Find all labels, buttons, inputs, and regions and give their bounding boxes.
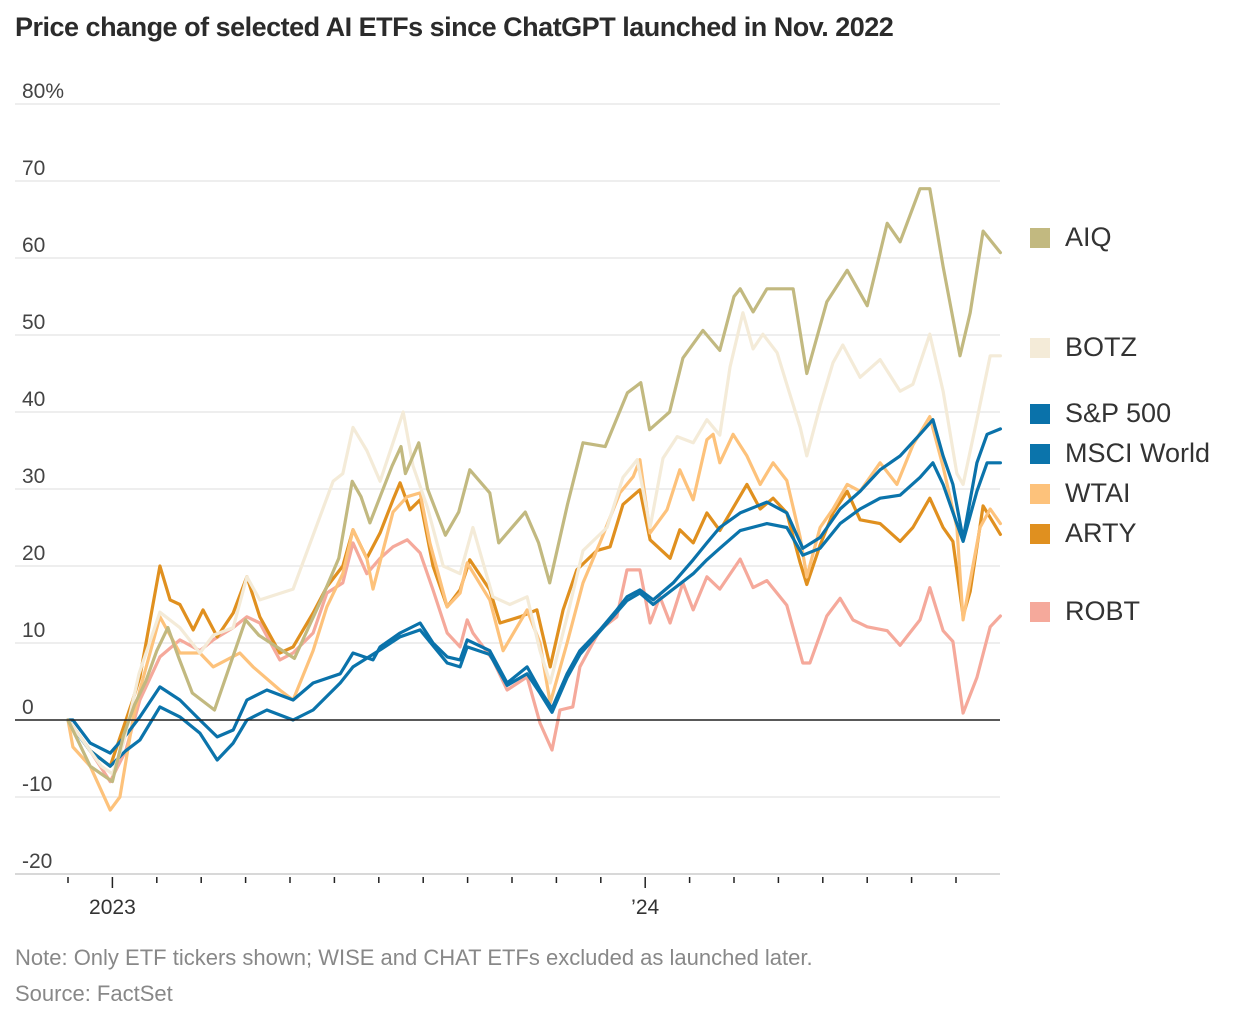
series-lines <box>66 187 1003 812</box>
y-tick-label: 70 <box>22 157 45 180</box>
y-tick-label: 60 <box>22 234 45 257</box>
legend-label: ARTY <box>1065 518 1137 548</box>
series-line-arty <box>66 481 1003 768</box>
legend-label: AIQ <box>1065 222 1112 252</box>
legend-label: MSCI World <box>1065 438 1211 468</box>
gridlines <box>15 103 1000 875</box>
legend-item-sp500: S&P 500 <box>1030 398 1171 429</box>
series-line-aiq <box>66 187 1003 784</box>
series-line-s-p-500 <box>66 418 1003 755</box>
chart-title: Price change of selected AI ETFs since C… <box>15 12 894 42</box>
chart-source: Source: FactSet <box>15 981 173 1006</box>
y-tick-label: 10 <box>22 619 45 642</box>
y-tick-label: 80% <box>22 80 64 103</box>
y-tick-label: 30 <box>22 465 45 488</box>
legend-swatch <box>1030 227 1050 248</box>
x-tick-label: 2023 <box>89 896 136 919</box>
legend-item-arty: ARTY <box>1030 518 1137 549</box>
y-tick-label: -20 <box>22 850 52 873</box>
legend-swatch <box>1030 403 1050 424</box>
legend-swatch <box>1030 483 1050 504</box>
series-line-wtai <box>66 415 1003 812</box>
legend-swatch <box>1030 601 1050 622</box>
legend-swatch <box>1030 523 1050 544</box>
legend-item-robt: ROBT <box>1030 596 1140 627</box>
legend-label: S&P 500 <box>1065 398 1172 428</box>
y-axis-tick-labels: 80% 70 60 50 40 30 20 10 0 -10 -20 <box>22 80 64 873</box>
y-tick-label: -10 <box>22 773 52 796</box>
legend-item-msci-world: MSCI World <box>1030 438 1210 469</box>
series-line-robt <box>66 538 1003 784</box>
legend-swatch <box>1030 443 1050 464</box>
legend-item-botz: BOTZ <box>1030 332 1137 363</box>
chart-note: Note: Only ETF tickers shown; WISE and C… <box>15 945 813 970</box>
y-tick-label: 20 <box>22 542 45 565</box>
x-axis: 2023 ’24 <box>67 877 957 919</box>
legend-swatch <box>1030 337 1050 358</box>
legend-label: ROBT <box>1065 596 1141 626</box>
x-tick-label: ’24 <box>631 896 659 919</box>
y-tick-label: 0 <box>22 696 34 719</box>
legend-item-wtai: WTAI <box>1030 478 1130 509</box>
series-line-botz <box>66 311 1003 776</box>
y-tick-label: 40 <box>22 388 45 411</box>
legend-label: WTAI <box>1065 478 1131 508</box>
series-line-msci-world <box>66 461 1003 768</box>
y-tick-label: 50 <box>22 311 45 334</box>
legend-label: BOTZ <box>1065 332 1137 362</box>
legend-item-aiq: AIQ <box>1030 222 1112 253</box>
